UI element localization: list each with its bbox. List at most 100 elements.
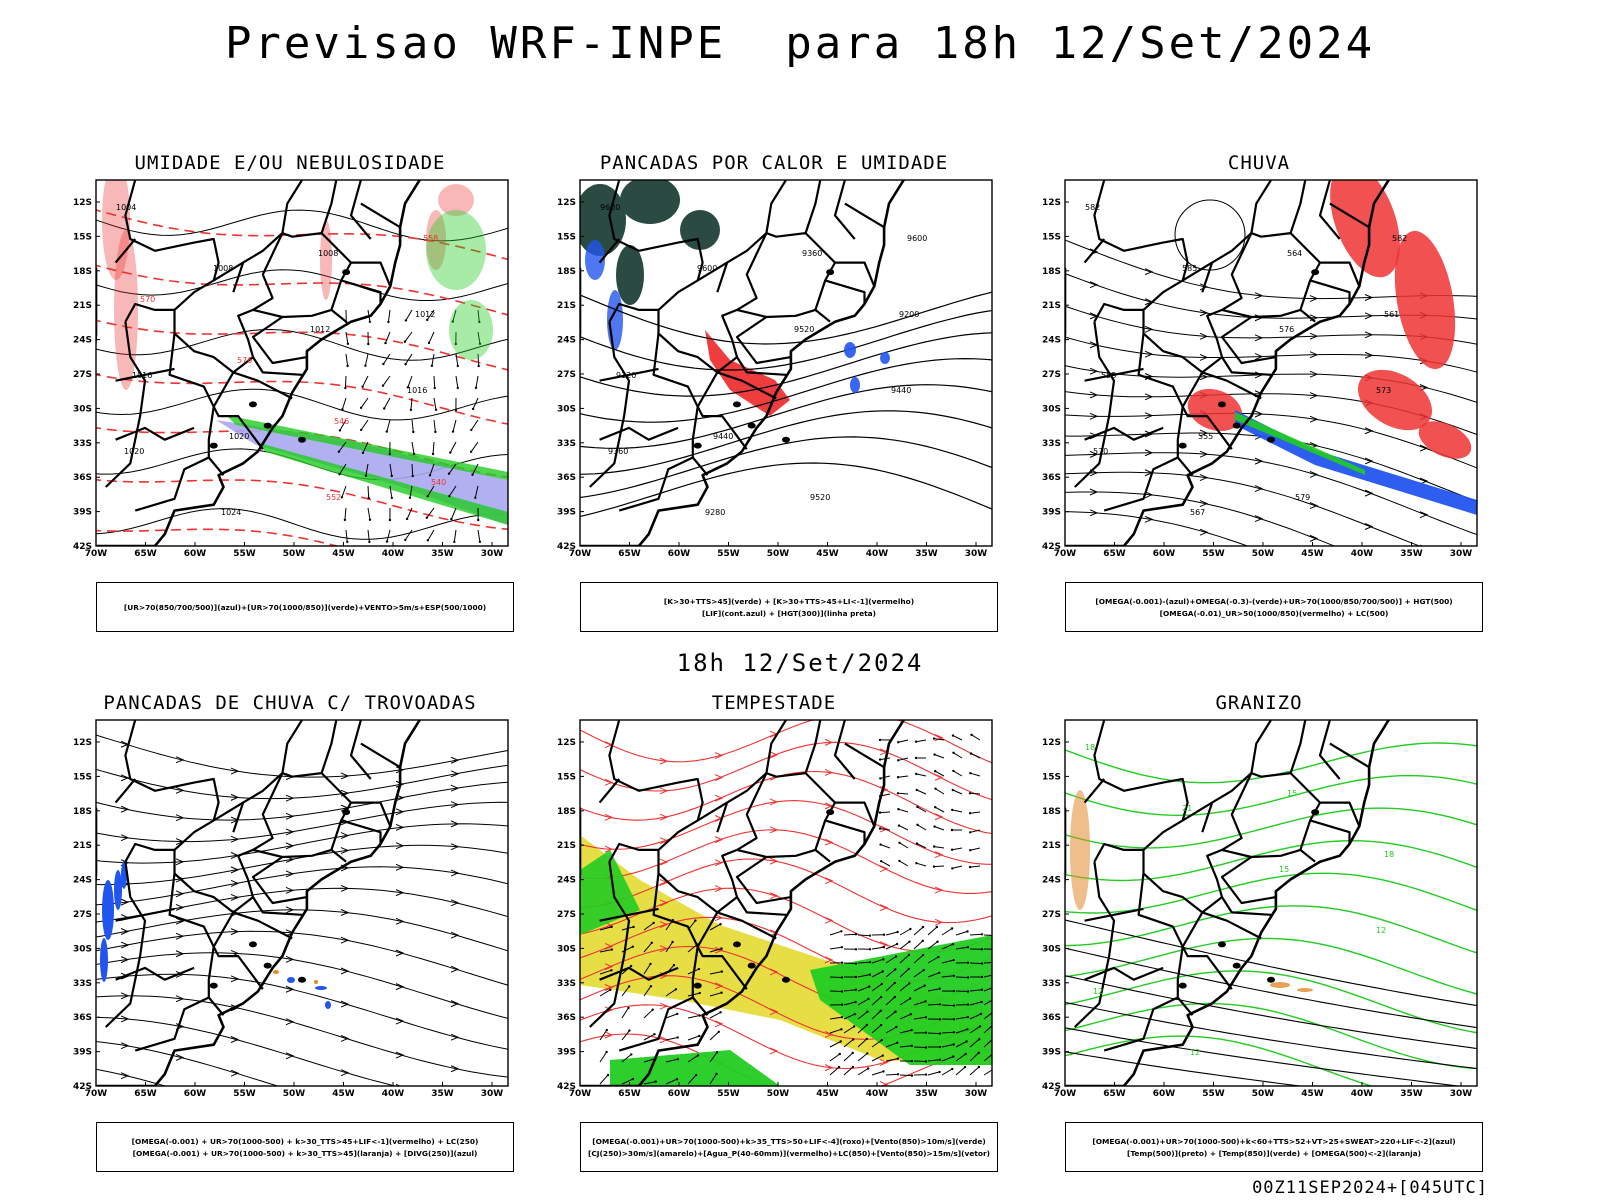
wind-vector [927,956,939,964]
wind-vector [452,309,457,322]
vector-head [969,831,972,834]
wind-vector [917,824,927,831]
lat-tick-label: 39S [73,1048,92,1058]
border-line [824,819,866,844]
vector-head [428,474,432,477]
stream-arrow [450,869,460,877]
border-line [1220,316,1277,365]
border-line [697,720,787,822]
lat-tick-label: 12S [73,198,92,208]
lat-tick-label: 21S [1042,301,1061,311]
lat-tick-label: 30S [73,944,92,954]
vector-head [866,1052,869,1055]
border-line [833,180,856,240]
vector-head [430,364,434,367]
vector-head [368,518,372,521]
contour-label: 558 [423,234,438,243]
stream-arrow [879,1058,889,1066]
wind-vector [885,1042,898,1048]
vector-head [966,976,970,979]
wind-vector [885,956,897,964]
wind-vector [687,944,698,953]
vector-head [933,753,936,756]
stream-arrow [340,832,350,840]
vector-head [628,985,631,988]
vector-head [938,1018,942,1021]
lake-mark [732,941,741,948]
border-line [1084,966,1164,981]
border-line [1251,232,1291,238]
stream-arrow [285,812,295,820]
map-pancadas-calor: 9600 9600 9520 9440 9360 9280 9360 9200 9120 9440… [557,179,993,559]
border-line [697,180,787,282]
lat-tick-label: 18S [73,267,92,277]
wind-vector [983,987,992,992]
stream-arrow [450,1065,460,1073]
vector-head [449,451,452,454]
vector-head [878,811,882,814]
stream-arrow [395,808,405,816]
stream-arrow [120,774,130,782]
wind-vector [643,1081,656,1085]
vector-head [454,408,458,412]
lat-tick-label: 27S [557,910,576,920]
stream-arrow [1364,351,1374,359]
humidity-band-green [256,442,508,525]
border-line [114,778,137,804]
vector-head [916,823,919,826]
border-line [1221,772,1253,851]
stream-arrow [395,1017,405,1025]
wind-vector [621,986,630,997]
wind-vector [341,485,347,498]
border-line [213,180,303,282]
vector-head [388,518,392,522]
border-line [252,720,353,859]
humidity-blob [438,184,474,216]
border-line [716,262,729,293]
lat-tick-label: 24S [73,876,92,886]
vector-head [361,451,365,455]
stream-arrow [285,886,295,894]
wind-vector [843,1052,854,1062]
stream-arrow [824,738,834,746]
stream-arrow [879,865,889,873]
map-frame [579,719,993,1087]
lat-tick-label: 15S [557,772,576,782]
vector-head [851,1065,855,1069]
border-line [1320,261,1361,287]
vector-head [897,808,900,811]
lat-tick-label: 30S [1042,404,1061,414]
contour-label: 9600 [600,203,620,212]
vector-head [865,1037,868,1041]
border-line [1176,946,1194,1016]
wind-vector [339,463,347,475]
map-umidade: 1004 1008 1012 1016 1020 1024 1008 1012 1016 1020… [73,179,509,559]
stream-arrow [714,774,724,782]
vector-head [964,1052,967,1056]
wind-vector [871,983,883,992]
lake-mark [1232,962,1241,969]
vector-head [367,342,370,346]
contour-label: 1016 [407,386,427,395]
lat-tick-label: 15S [73,772,92,782]
wind-vector [871,971,883,978]
lat-tick-label: 12S [557,738,576,748]
wind-vector [934,770,945,777]
stream-arrow [175,903,185,911]
vector-head [361,385,364,388]
wind-vector [969,1025,981,1034]
vector-head [434,408,438,411]
vector-head [840,961,844,964]
wind-vector [857,1024,868,1034]
contour-label: 9280 [705,508,725,517]
wind-vector [843,1026,855,1034]
border-line [212,911,264,990]
vector-head [694,1073,698,1077]
wind-vector [898,739,909,743]
stream-arrow [175,995,185,1003]
border-line [168,333,215,408]
map-frame [1064,719,1478,1087]
border-line [766,772,806,778]
wind-vector [885,943,898,950]
stream-arrow [1144,491,1154,499]
